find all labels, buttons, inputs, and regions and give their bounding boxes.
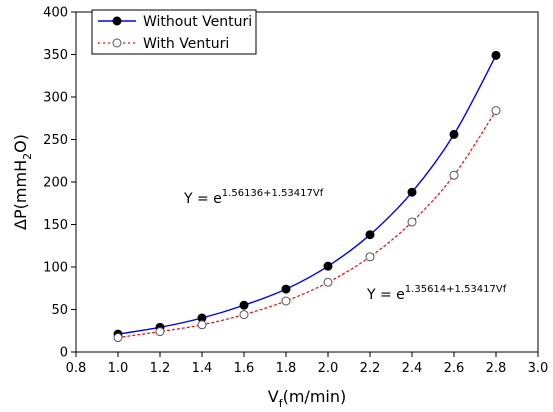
data-point-with-venturi (365, 252, 375, 262)
data-point-without-venturi (407, 187, 417, 197)
y-tick-label: 150 (43, 218, 68, 233)
x-axis: 0.8 1.0 1.2 1.4 1.6 1.8 2.0 2.2 2.4 2.6 2.8 3.0 (66, 352, 549, 376)
plot-frame (75, 11, 539, 353)
legend-marker-with-venturi (112, 38, 122, 48)
x-tick-label: 1.0 (108, 361, 129, 376)
x-tick-label: 0.8 (66, 361, 87, 376)
data-point-without-venturi (239, 300, 249, 310)
data-point-with-venturi (491, 106, 501, 116)
data-point-with-venturi (323, 277, 333, 287)
legend: Without Venturi With Venturi (91, 9, 257, 55)
data-point-without-venturi (323, 261, 333, 271)
y-axis: 0 50 100 150 200 250 300 350 400 (43, 6, 76, 361)
x-tick-label: 1.8 (276, 361, 297, 376)
data-point-with-venturi (197, 320, 207, 330)
x-tick-label: 2.4 (402, 361, 423, 376)
data-point-with-venturi (155, 327, 165, 337)
legend-marker-without-venturi (112, 16, 122, 26)
legend-label-without-venturi: Without Venturi (143, 14, 252, 30)
y-tick-label: 100 (43, 261, 68, 276)
marker-layer (113, 50, 501, 343)
data-point-without-venturi (281, 284, 291, 294)
y-tick-label: 300 (43, 91, 68, 106)
x-tick-label: 2.8 (486, 361, 507, 376)
x-tick-label: 2.6 (444, 361, 465, 376)
legend-label-with-venturi: With Venturi (143, 36, 229, 52)
data-point-with-venturi (239, 310, 249, 320)
data-point-without-venturi (365, 230, 375, 240)
series-line-with-venturi (117, 110, 497, 339)
y-tick-label: 250 (43, 133, 68, 148)
y-tick-label: 200 (43, 176, 68, 191)
data-point-with-venturi (449, 170, 459, 180)
x-tick-label: 1.6 (234, 361, 255, 376)
x-tick-label: 1.2 (150, 361, 171, 376)
data-point-with-venturi (281, 296, 291, 306)
equation-with-venturi: Y = e1.35614+1.53417Vf (366, 284, 507, 303)
data-point-without-venturi (491, 50, 501, 60)
y-tick-label: 0 (60, 346, 68, 361)
y-axis-title: ΔP(mmH2O) (11, 134, 34, 230)
x-axis-title: Vf(m/min) (268, 387, 346, 410)
series-layer (117, 55, 497, 339)
y-tick-label: 350 (43, 48, 68, 63)
equation-without-venturi: Y = e1.56136+1.53417Vf (183, 188, 324, 207)
data-point-with-venturi (113, 333, 123, 343)
x-tick-label: 3.0 (528, 361, 549, 376)
x-tick-label: 2.0 (318, 361, 339, 376)
data-point-with-venturi (407, 217, 417, 227)
x-tick-label: 1.4 (192, 361, 213, 376)
plot-area (75, 11, 539, 353)
data-point-without-venturi (449, 129, 459, 139)
series-line-without-venturi (117, 55, 497, 335)
y-tick-label: 400 (43, 6, 68, 21)
x-tick-label: 2.2 (360, 361, 381, 376)
y-tick-label: 50 (51, 303, 68, 318)
